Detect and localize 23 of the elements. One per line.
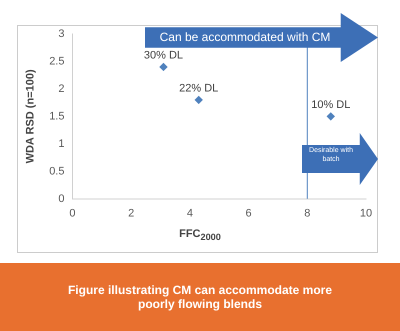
y-tick-label: 1 xyxy=(58,138,64,150)
x-tick-label: 6 xyxy=(246,207,252,220)
annotation: Can be accommodated with CM xyxy=(158,29,332,46)
x-tick-label: 10 xyxy=(360,207,372,220)
x-tick-label: 8 xyxy=(304,207,310,220)
y-tick-label: 0 xyxy=(58,192,64,205)
annotation: 22% DL xyxy=(179,82,218,94)
text: Figure illustrating CM can accommodate more poorly flowing blends xyxy=(0,263,400,331)
x-axis-title: FFC$_{2000}$ xyxy=(178,228,222,242)
y-tick-label: 2.5 xyxy=(49,56,64,68)
x-tick-label: 2 xyxy=(128,207,134,220)
point xyxy=(326,112,335,120)
annotation: 30% DL xyxy=(144,49,184,62)
y-tick-label: 2 xyxy=(58,82,64,95)
point xyxy=(194,96,203,104)
y-tick-label: 3 xyxy=(58,28,64,40)
y-axis-title: WDA RSD (n=100) xyxy=(24,69,37,164)
x-tick-label: 0 xyxy=(69,207,76,220)
x-tick-label: 4 xyxy=(186,207,193,220)
point xyxy=(159,62,168,71)
y-tick-label: 0.5 xyxy=(49,165,64,178)
y-tick-label: 1.5 xyxy=(49,110,64,122)
annotation: 10% DL xyxy=(311,98,350,111)
